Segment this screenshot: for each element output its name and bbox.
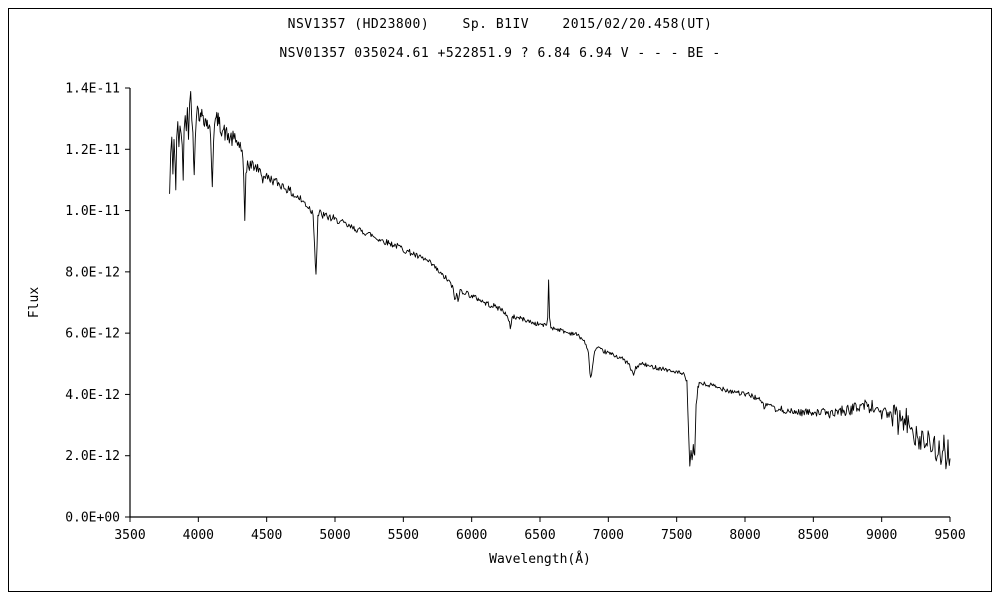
- y-tick-label: 1.0E-11: [65, 204, 120, 219]
- x-tick-label: 7000: [593, 528, 624, 543]
- spectrum-line: [169, 90, 951, 470]
- x-tick-label: 4500: [251, 528, 282, 543]
- y-tick-label: 4.0E-12: [65, 388, 120, 403]
- x-tick-label: 9500: [934, 528, 965, 543]
- axes: [129, 88, 950, 518]
- x-tick-label: 7500: [661, 528, 692, 543]
- x-tick-label: 4000: [183, 528, 214, 543]
- x-tick-label: 9000: [866, 528, 897, 543]
- figure-border: [8, 8, 992, 592]
- y-tick-label: 8.0E-12: [65, 265, 120, 280]
- chart-title: NSV1357 (HD23800) Sp. B1IV 2015/02/20.45…: [287, 17, 713, 32]
- y-tick-label: 1.4E-11: [65, 82, 120, 97]
- x-tick-label: 5000: [319, 528, 350, 543]
- y-axis-title: Flux: [27, 287, 42, 318]
- y-tick-label: 2.0E-12: [65, 449, 120, 464]
- x-tick-label: 5500: [388, 528, 419, 543]
- x-tick-label: 6000: [456, 528, 487, 543]
- x-tick-label: 8500: [798, 528, 829, 543]
- x-axis-title: Wavelength(Å): [489, 551, 591, 567]
- x-tick-label: 8000: [729, 528, 760, 543]
- y-tick-label: 6.0E-12: [65, 327, 120, 342]
- x-tick-label: 3500: [114, 528, 145, 543]
- chart-subtitle: NSV01357 035024.61 +522851.9 ? 6.84 6.94…: [279, 46, 721, 61]
- x-tick-label: 6500: [524, 528, 555, 543]
- y-tick-label: 1.2E-11: [65, 143, 120, 158]
- y-tick-label: 0.0E+00: [65, 511, 120, 526]
